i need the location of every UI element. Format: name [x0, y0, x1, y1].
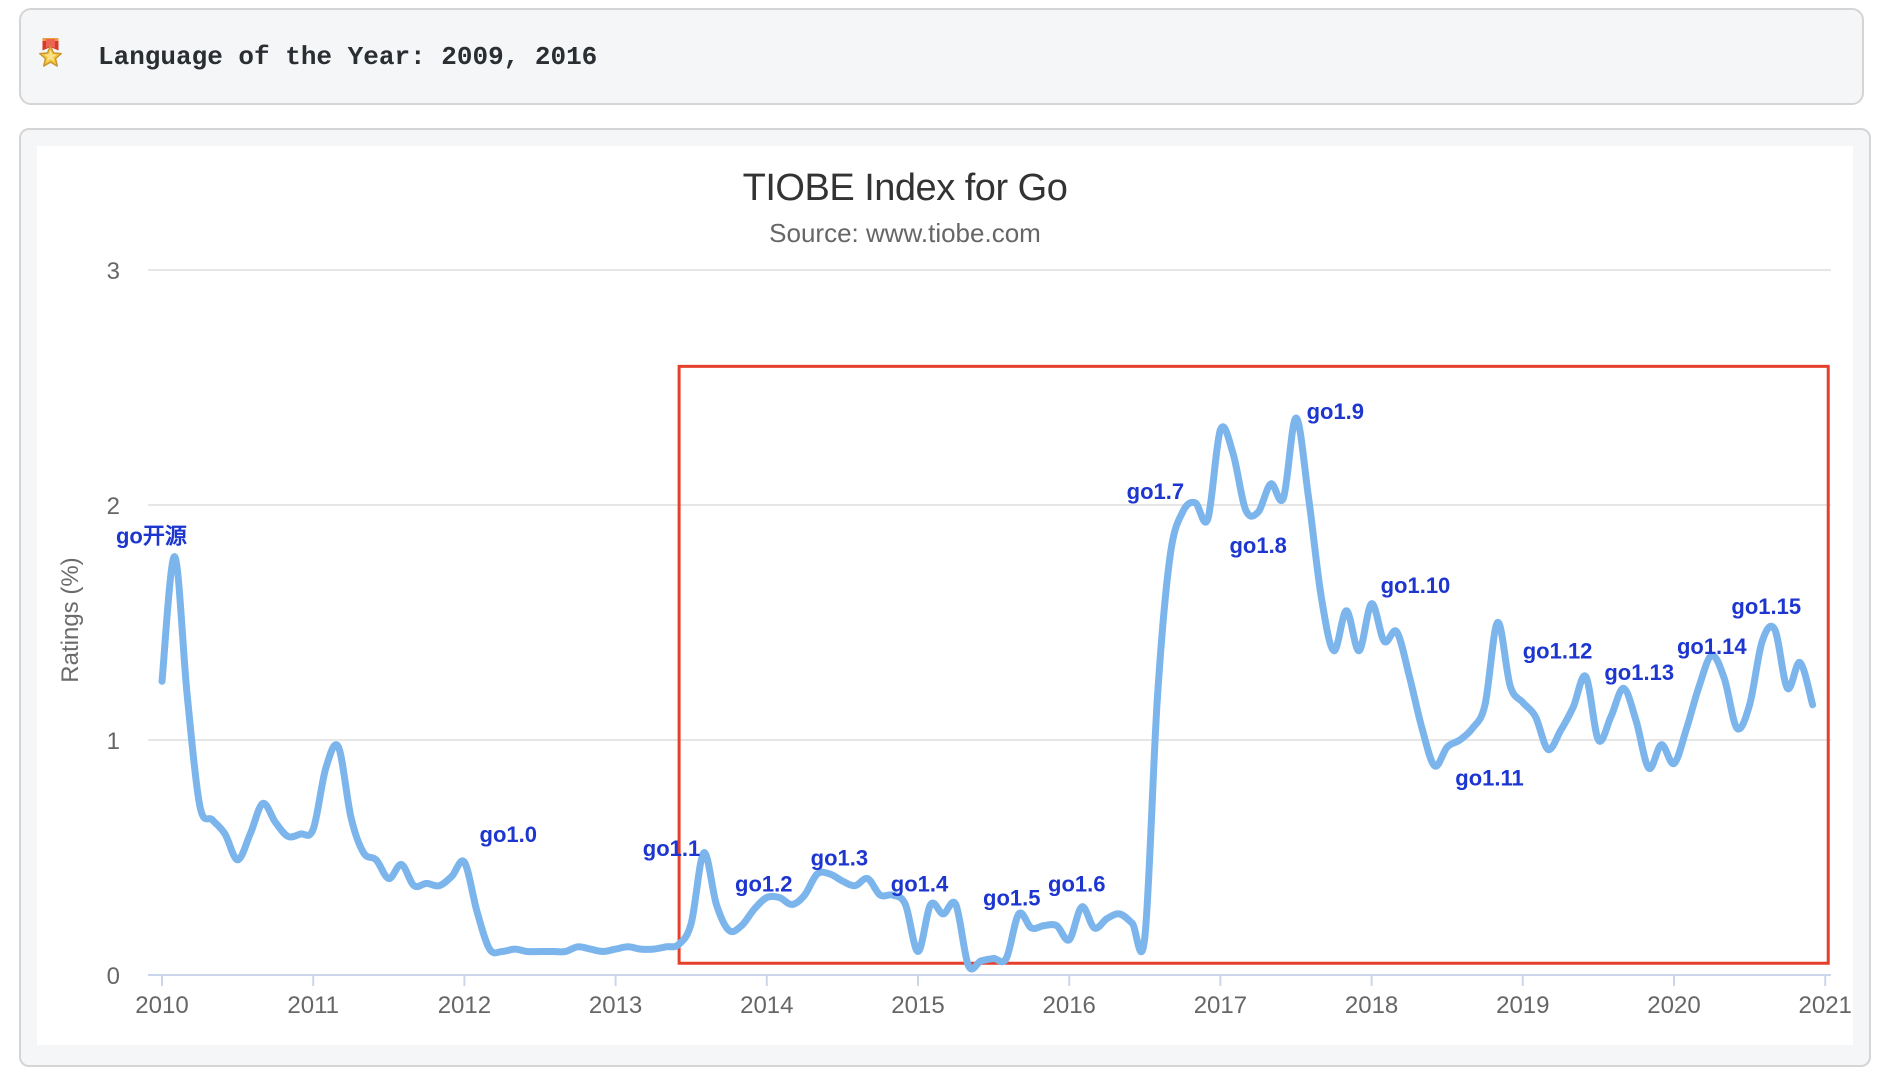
x-tick-label-2012: 2012: [438, 992, 491, 1019]
annotation-go1.11: go1.11: [1455, 766, 1523, 791]
x-tick-label-2011: 2011: [287, 992, 339, 1019]
y-axis-title: Ratings (%): [57, 557, 84, 682]
annotation-go1.8: go1.8: [1229, 533, 1286, 558]
x-tick-label-2016: 2016: [1043, 992, 1096, 1019]
x-tick-label-2021: 2021: [1799, 992, 1852, 1019]
ratings-line-series: [158, 414, 1817, 973]
annotation-go1.1: go1.1: [643, 836, 700, 861]
y-tick-label-2: 2: [107, 493, 120, 520]
banner-text: Language of the Year: 2009, 2016: [98, 41, 598, 72]
annotation-go1.13: go1.13: [1604, 660, 1674, 685]
x-tick-label-2018: 2018: [1345, 992, 1398, 1019]
annotation-go1.3: go1.3: [811, 846, 868, 871]
tiobe-chart-svg: 2010 2011 2012 2013 2014 2015 2016 2017 2018 2019…: [57, 167, 1852, 1019]
language-of-the-year-banner: Language of the Year: 2009, 2016: [19, 8, 1864, 105]
annotation-go1.0: go1.0: [480, 822, 537, 847]
x-tick-label-2010: 2010: [135, 992, 188, 1019]
x-tick-label-2015: 2015: [891, 992, 944, 1019]
annotation-go1.14: go1.14: [1677, 634, 1747, 659]
annotation-go开源: go开源: [116, 524, 187, 549]
annotation-go1.5: go1.5: [983, 885, 1040, 910]
chart-card: 2010 2011 2012 2013 2014 2015 2016 2017 2018 2019…: [19, 128, 1871, 1067]
x-tick-label-2014: 2014: [740, 992, 793, 1019]
chart-area: 2010 2011 2012 2013 2014 2015 2016 2017 2018 2019…: [37, 146, 1853, 1045]
annotation-go1.12: go1.12: [1523, 639, 1593, 664]
annotation-go1.2: go1.2: [735, 871, 792, 896]
highlight-box: [677, 364, 1830, 965]
y-tick-label-1: 1: [107, 728, 120, 755]
y-tick-label-0: 0: [107, 963, 120, 990]
x-tick-label-2019: 2019: [1496, 992, 1549, 1019]
annotation-go1.10: go1.10: [1381, 573, 1451, 598]
annotation-go1.15: go1.15: [1731, 594, 1801, 619]
x-tick-label-2013: 2013: [589, 992, 642, 1019]
x-tick-label-2017: 2017: [1194, 992, 1247, 1019]
annotation-go1.9: go1.9: [1307, 399, 1364, 424]
x-tick-label-2020: 2020: [1647, 992, 1700, 1019]
medal-icon: [39, 38, 62, 67]
annotation-go1.4: go1.4: [891, 871, 949, 896]
annotation-go1.7: go1.7: [1127, 479, 1184, 504]
chart-title: TIOBE Index for Go: [743, 167, 1068, 209]
annotation-go1.6: go1.6: [1048, 871, 1105, 896]
chart-subtitle: Source: www.tiobe.com: [769, 218, 1041, 248]
y-tick-label-3: 3: [107, 258, 120, 285]
